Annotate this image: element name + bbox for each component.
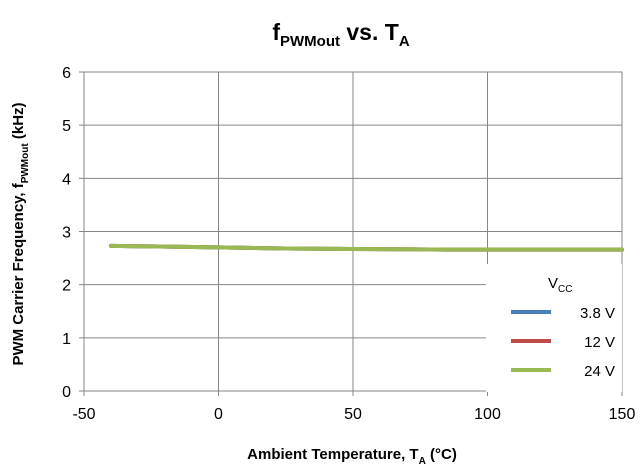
y-tick-label: 0 (62, 384, 71, 401)
y-axis-title-main: PWM Carrier Frequency, f (10, 182, 27, 365)
x-axis-title-sub: A (419, 456, 426, 467)
y-tick-label: 5 (62, 118, 71, 135)
legend-label-1: 3.8 V (580, 305, 615, 322)
x-axis-title-main: Ambient Temperature, T (247, 446, 418, 463)
y-axis-title: PWM Carrier Frequency, fPWMout (kHz) (10, 102, 31, 365)
chart-title: fPWMout vs. TA (272, 19, 409, 50)
legend-label-3: 24 V (584, 363, 615, 380)
y-tick-label: 4 (62, 171, 71, 188)
legend: VCC 3.8 V 12 V 24 V (486, 264, 622, 392)
y-tick-label: 3 (62, 225, 71, 242)
legend-label-2: 12 V (584, 334, 615, 351)
x-tick-label: 100 (474, 406, 501, 423)
x-tick-label: -50 (72, 406, 95, 423)
x-tick-label: 0 (214, 406, 223, 423)
y-axis-title-end: (kHz) (10, 102, 27, 143)
y-tick-label: 1 (62, 331, 71, 348)
series-lines (108, 243, 624, 252)
series-line-3 (108, 243, 624, 252)
chart-title-main-sub: PWMout (280, 33, 340, 50)
x-axis-title: Ambient Temperature, TA (°C) (247, 446, 457, 467)
y-tick-label: 6 (62, 65, 71, 82)
y-tick-label: 2 (62, 278, 71, 295)
legend-title: VCC (548, 275, 572, 295)
chart-title-main: f (272, 19, 280, 45)
chart-title-middle: vs. T (340, 19, 399, 45)
legend-background (486, 264, 622, 392)
x-tick-label: 50 (344, 406, 362, 423)
chart-title-end-sub: A (399, 33, 410, 50)
x-tick-label: 150 (609, 406, 636, 423)
x-axis-title-end: (°C) (426, 446, 457, 463)
y-axis-title-sub: PWMout (20, 143, 31, 184)
legend-items: 3.8 V 12 V 24 V (511, 305, 615, 380)
legend-title-main: V (548, 275, 558, 292)
legend-title-sub: CC (558, 284, 572, 295)
